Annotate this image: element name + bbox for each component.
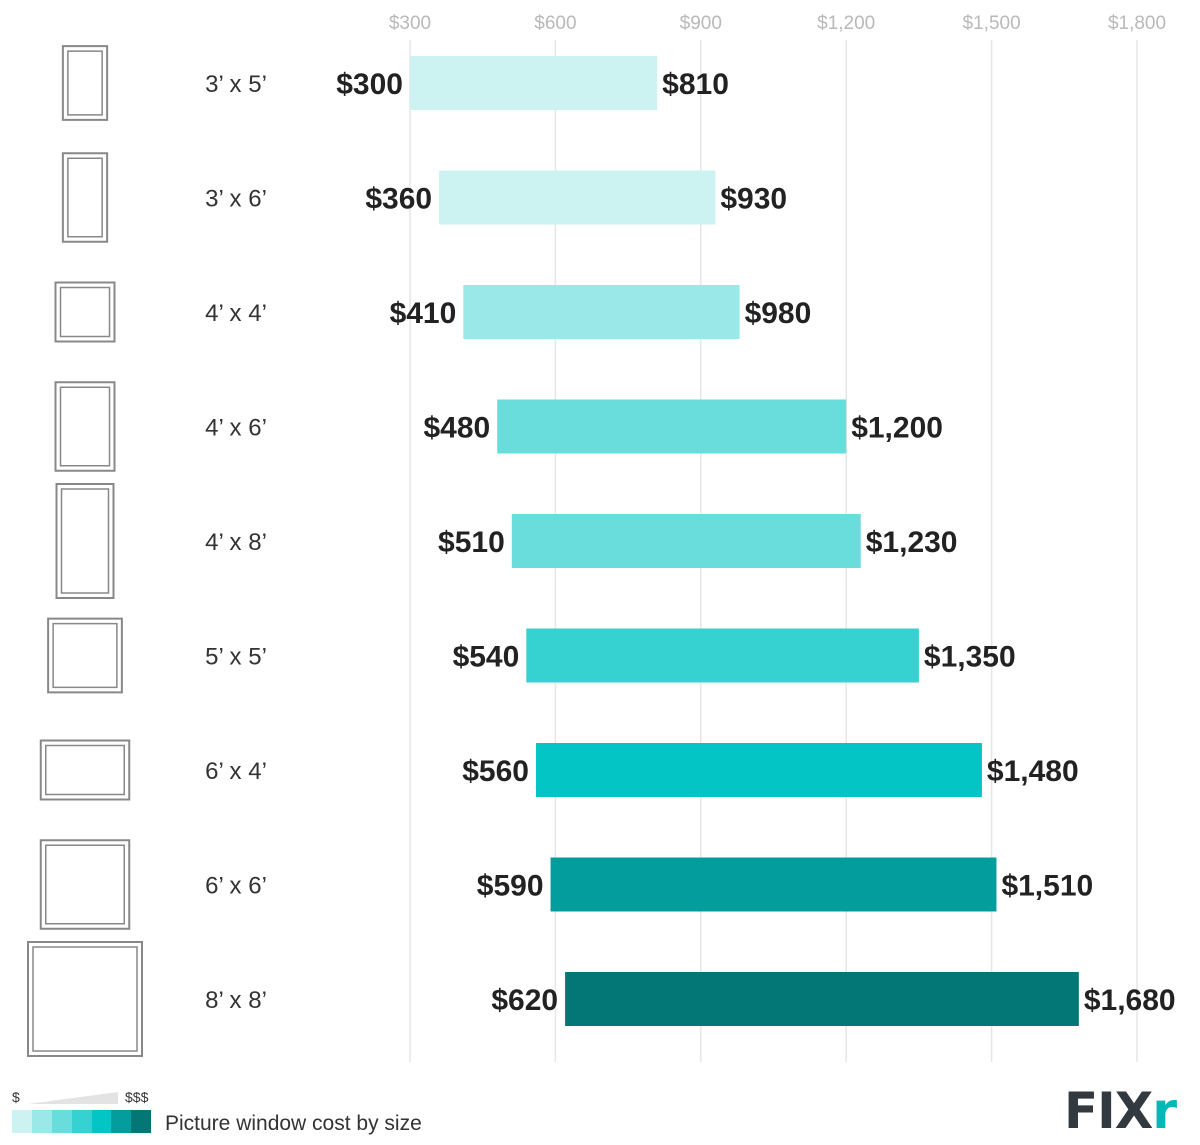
- legend-low-cost-label: $: [12, 1089, 20, 1105]
- x-tick-label: $300: [389, 13, 431, 34]
- size-label: 4’ x 8’: [205, 529, 267, 556]
- cost-range-bar: [550, 857, 997, 912]
- window-icon: [61, 152, 109, 243]
- labels: 3’ x 5’ $300 $810 3’ x 6’ $360 $930 4’ x 4’ $41…: [205, 68, 1176, 1017]
- cost-range-bar: [511, 514, 861, 568]
- low-cost-label: $560: [462, 755, 529, 788]
- x-tick-label: $600: [534, 13, 576, 34]
- window-icons: [27, 45, 143, 1057]
- low-cost-label: $540: [453, 641, 520, 674]
- legend-swatch: [71, 1110, 92, 1133]
- window-icon-inner-frame: [60, 488, 110, 594]
- legend-high-cost-label: $$$: [125, 1089, 149, 1105]
- high-cost-label: $810: [662, 68, 729, 101]
- size-label: 3’ x 5’: [205, 71, 267, 98]
- high-cost-label: $1,480: [987, 755, 1079, 788]
- legend-swatch: [31, 1110, 52, 1133]
- legend-swatch: [111, 1110, 132, 1133]
- legend-color-scale: [12, 1110, 152, 1133]
- cost-range-bar: [536, 743, 982, 797]
- cost-range-bar: [463, 285, 740, 339]
- high-cost-label: $930: [720, 183, 787, 216]
- high-cost-label: $1,350: [924, 641, 1016, 674]
- window-icon: [39, 839, 131, 930]
- low-cost-label: $360: [365, 183, 432, 216]
- high-cost-label: $980: [745, 297, 812, 330]
- window-icon: [61, 45, 109, 121]
- low-cost-label: $620: [491, 984, 558, 1017]
- high-cost-label: $1,510: [1001, 870, 1093, 903]
- size-label: 6’ x 4’: [205, 758, 267, 785]
- legend-swatch: [91, 1110, 112, 1133]
- size-label: 5’ x 5’: [205, 644, 267, 671]
- size-label: 4’ x 6’: [205, 415, 267, 442]
- low-cost-label: $410: [390, 297, 457, 330]
- window-icon-inner-frame: [67, 157, 103, 238]
- cost-range-bar: [565, 972, 1079, 1026]
- x-tick-label: $900: [680, 13, 722, 34]
- size-label: 4’ x 4’: [205, 300, 267, 327]
- window-icon: [27, 941, 143, 1057]
- legend-swatch: [131, 1110, 152, 1133]
- cost-scale-wedge: [28, 1092, 118, 1104]
- low-cost-label: $480: [423, 412, 490, 445]
- window-icon-inner-frame: [67, 50, 103, 116]
- cost-range-bar: [410, 56, 658, 110]
- cost-range-bar: [497, 399, 847, 454]
- high-cost-label: $1,200: [851, 412, 943, 445]
- window-icon: [47, 617, 123, 694]
- high-cost-label: $1,230: [866, 526, 958, 559]
- window-icon-inner-frame: [59, 386, 111, 467]
- legend-swatch: [12, 1110, 32, 1133]
- cost-range-bar: [439, 170, 716, 225]
- legend-swatch: [51, 1110, 72, 1133]
- fixr-logo: FIXr: [1064, 1082, 1177, 1140]
- window-icon-inner-frame: [45, 744, 125, 796]
- x-tick-label: $1,500: [963, 13, 1021, 34]
- window-icon-inner-frame: [59, 286, 111, 338]
- x-axis-ticks: $300 $600 $900 $1,200 $1,500 $1,800: [389, 13, 1166, 34]
- low-cost-label: $300: [336, 68, 403, 101]
- range-bars: [410, 56, 1079, 1026]
- window-icon: [55, 483, 115, 599]
- chart-title: Picture window cost by size: [165, 1112, 422, 1135]
- size-label: 6’ x 6’: [205, 873, 267, 900]
- window-icon-inner-frame: [45, 844, 125, 925]
- range-bar-chart: $300 $600 $900 $1,200 $1,500 $1,800 3’ x 5’ $3…: [27, 13, 1176, 1062]
- window-icon: [54, 281, 116, 343]
- window-icon: [54, 381, 116, 472]
- size-label: 3’ x 6’: [205, 186, 267, 213]
- high-cost-label: $1,680: [1084, 984, 1176, 1017]
- low-cost-label: $510: [438, 526, 505, 559]
- window-icon-inner-frame: [52, 622, 118, 689]
- window-icon-inner-frame: [32, 946, 138, 1052]
- size-label: 8’ x 8’: [205, 987, 267, 1014]
- x-tick-label: $1,800: [1108, 13, 1166, 34]
- cost-range-bar: [526, 628, 919, 683]
- window-icon: [39, 739, 131, 801]
- low-cost-label: $590: [477, 870, 544, 903]
- x-tick-label: $1,200: [817, 13, 875, 34]
